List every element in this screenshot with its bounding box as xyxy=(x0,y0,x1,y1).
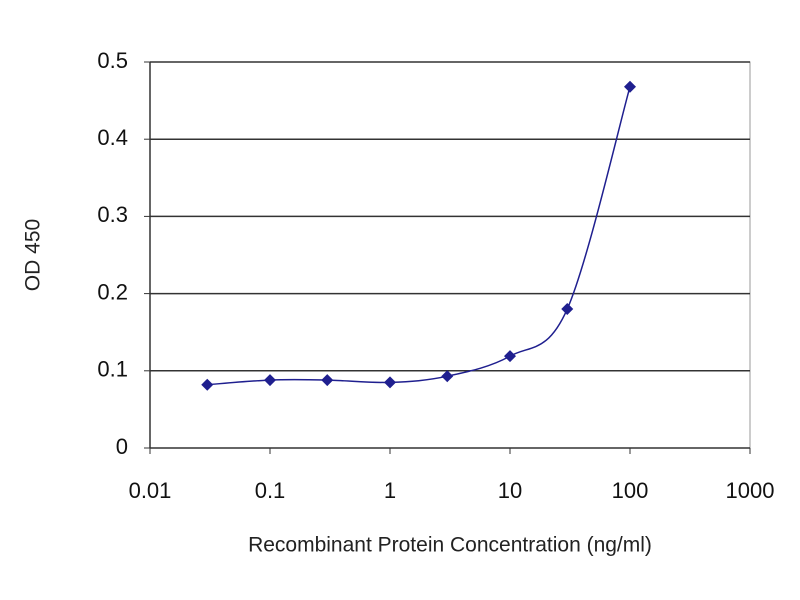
x-tick-label: 0.01 xyxy=(129,478,172,503)
marker xyxy=(561,303,574,316)
marker xyxy=(384,376,396,389)
x-tick-label: 1000 xyxy=(726,478,775,503)
y-tick-label: 0.4 xyxy=(97,125,128,150)
x-tick-label: 1 xyxy=(384,478,396,503)
y-tick-label: 0.1 xyxy=(97,357,128,382)
y-tick-label: 0 xyxy=(116,434,128,459)
x-tick-label: 10 xyxy=(498,478,522,503)
y-tick-label: 0.3 xyxy=(97,202,128,227)
plot-area xyxy=(149,61,751,449)
y-axis-label: OD 450 xyxy=(22,219,45,291)
marker xyxy=(321,374,334,387)
marker xyxy=(264,374,276,387)
x-tick-label: 0.1 xyxy=(255,478,286,503)
marker xyxy=(504,350,516,363)
marker xyxy=(201,378,214,391)
x-axis-label: Recombinant Protein Concentration (ng/ml… xyxy=(248,534,652,557)
marker xyxy=(441,370,454,383)
y-tick-label: 0.5 xyxy=(97,48,128,73)
marker xyxy=(624,80,636,93)
y-tick-label: 0.2 xyxy=(97,279,128,304)
x-tick-label: 100 xyxy=(612,478,649,503)
